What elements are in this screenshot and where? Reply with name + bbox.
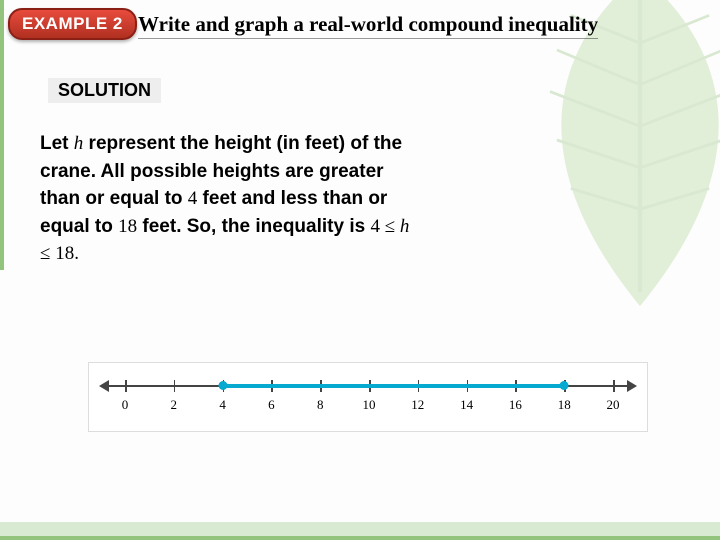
- tick-label: 4: [219, 397, 226, 413]
- body-paragraph: Let h represent the height (in feet) of …: [40, 130, 420, 268]
- tick-mark: [613, 380, 615, 392]
- tick-label: 12: [411, 397, 424, 413]
- tick-label: 0: [122, 397, 129, 413]
- solution-label: SOLUTION: [48, 78, 161, 103]
- tick-mark: [174, 380, 176, 392]
- tick-label: 18: [558, 397, 571, 413]
- number: 18: [118, 216, 137, 237]
- tick-label: 20: [607, 397, 620, 413]
- number: 4: [188, 188, 198, 209]
- endpoint-right: [560, 381, 569, 390]
- left-accent-bar: [0, 0, 4, 270]
- bottom-accent-bar: [0, 522, 720, 540]
- endpoint-left: [218, 381, 227, 390]
- tick-label: 16: [509, 397, 522, 413]
- tick-label: 10: [363, 397, 376, 413]
- solution-segment: [223, 384, 565, 388]
- text: feet. So, the inequality is: [137, 216, 370, 237]
- page-title: Write and graph a real-world compound in…: [138, 12, 598, 39]
- variable-h: h: [400, 216, 410, 237]
- arrow-left-icon: [99, 380, 109, 392]
- arrow-right-icon: [627, 380, 637, 392]
- example-badge-wrap: EXAMPLE 2: [8, 8, 137, 40]
- example-badge: EXAMPLE 2: [8, 8, 137, 40]
- tick-label: 14: [460, 397, 473, 413]
- le-symbol: ≤: [40, 243, 55, 264]
- tick-label: 6: [268, 397, 275, 413]
- le-symbol: ≤: [380, 216, 400, 237]
- decor-leaf: [500, 0, 720, 320]
- numberline: 0 2 4 6 8 10 12 14 16 18 20: [89, 363, 647, 431]
- inequality-left: 4: [370, 216, 380, 237]
- text: Let: [40, 133, 74, 154]
- inequality-right: 18.: [55, 243, 79, 264]
- numberline-container: 0 2 4 6 8 10 12 14 16 18 20: [88, 362, 648, 432]
- tick-mark: [125, 380, 127, 392]
- variable-h: h: [74, 133, 84, 154]
- tick-label: 2: [171, 397, 178, 413]
- tick-label: 8: [317, 397, 324, 413]
